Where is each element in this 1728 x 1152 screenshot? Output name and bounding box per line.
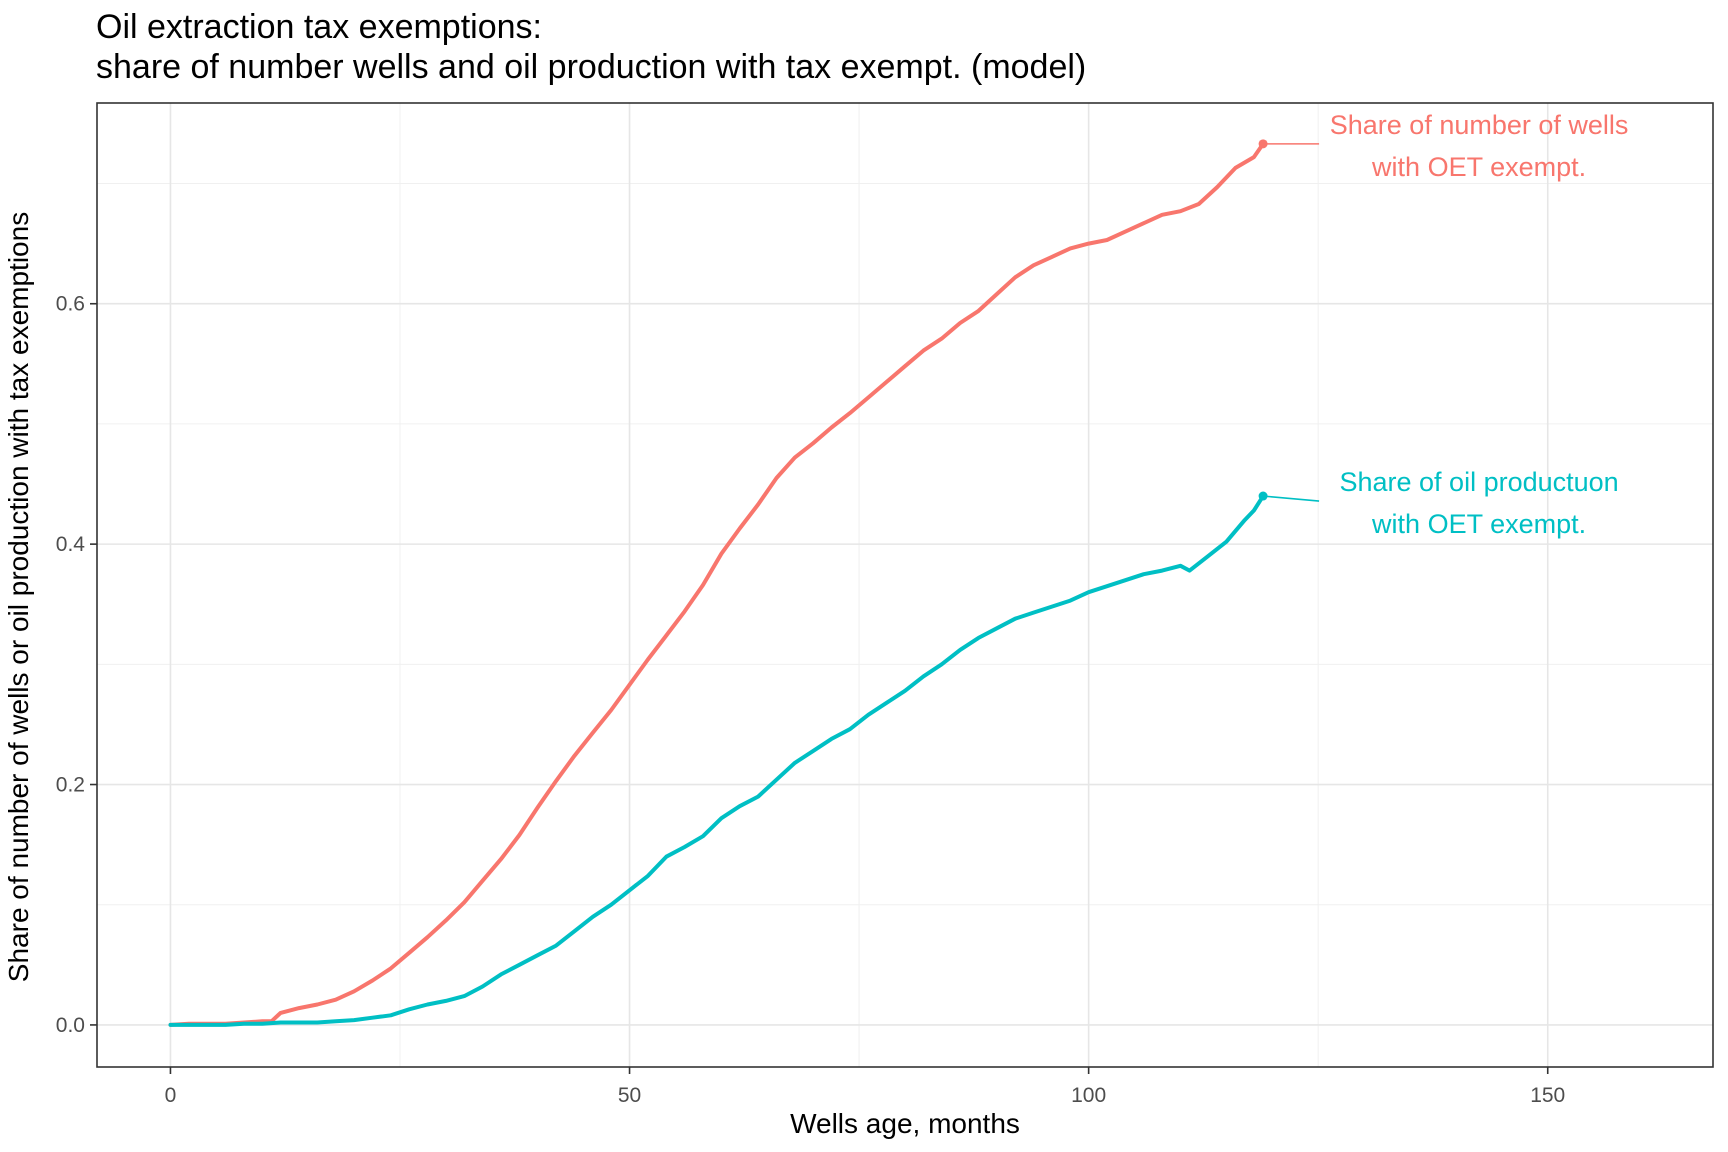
series-end-label-1-line-0: Share of oil productuon — [1339, 467, 1618, 497]
chart-title: Oil extraction tax exemptions: — [96, 8, 542, 46]
series-end-label-0-line-1: with OET exempt. — [1371, 152, 1586, 182]
y-tick-label: 0.0 — [56, 1014, 85, 1037]
x-tick-label: 100 — [1071, 1084, 1106, 1107]
x-axis-title: Wells age, months — [790, 1108, 1020, 1139]
chart-subtitle: share of number wells and oil production… — [96, 48, 1087, 86]
series-line-0 — [168, 141, 1266, 1027]
y-tick-label: 0.4 — [56, 533, 86, 556]
series-end-label-0-line-0: Share of number of wells — [1330, 110, 1629, 140]
y-tick-label: 0.6 — [56, 293, 85, 316]
x-tick-label: 50 — [618, 1084, 641, 1107]
plot-panel-border — [96, 102, 1714, 1068]
x-tick-label: 150 — [1530, 1084, 1565, 1107]
x-tick-label: 0 — [165, 1084, 177, 1107]
y-axis-title: Share of number of wells or oil producti… — [3, 212, 34, 982]
series-end-label-1-line-1: with OET exempt. — [1371, 509, 1586, 539]
y-tick-label: 0.2 — [56, 774, 85, 797]
series-line-1 — [168, 494, 1266, 1027]
series-label-leader-1 — [1263, 495, 1320, 502]
